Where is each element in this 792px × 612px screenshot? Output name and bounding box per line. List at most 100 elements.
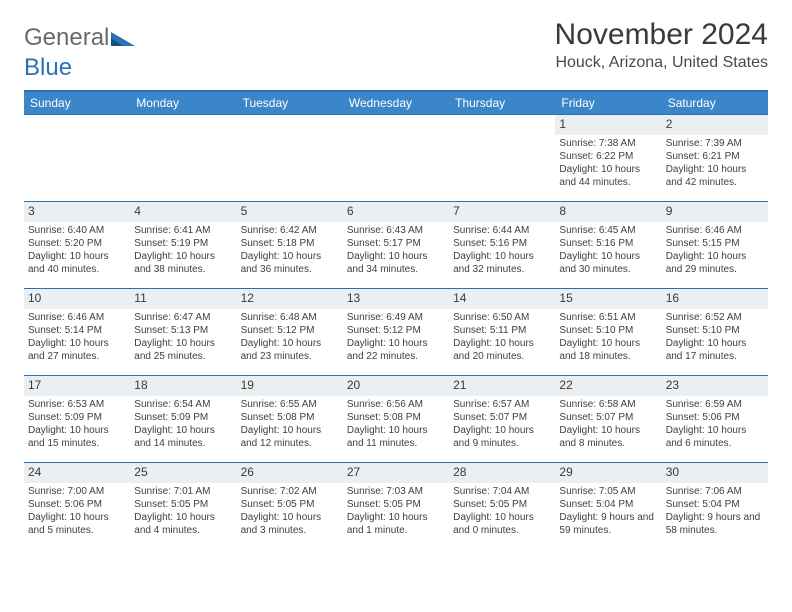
sunset-line: Sunset: 5:08 PM <box>241 411 339 424</box>
day-cell: 8Sunrise: 6:45 AMSunset: 5:16 PMDaylight… <box>555 202 661 288</box>
brand-name-a: General <box>24 24 109 52</box>
day-cell: 4Sunrise: 6:41 AMSunset: 5:19 PMDaylight… <box>130 202 236 288</box>
sunrise-line: Sunrise: 6:48 AM <box>241 311 339 324</box>
sunset-line: Sunset: 5:17 PM <box>347 237 445 250</box>
daylight-line: Daylight: 10 hours and 42 minutes. <box>666 163 764 189</box>
day-number <box>24 115 130 119</box>
sunrise-line: Sunrise: 6:56 AM <box>347 398 445 411</box>
dow-cell: Wednesday <box>343 92 449 114</box>
day-number: 2 <box>662 115 768 135</box>
sunrise-line: Sunrise: 6:45 AM <box>559 224 657 237</box>
daylight-line: Daylight: 10 hours and 8 minutes. <box>559 424 657 450</box>
daylight-line: Daylight: 10 hours and 34 minutes. <box>347 250 445 276</box>
sunrise-line: Sunrise: 7:00 AM <box>28 485 126 498</box>
day-number: 6 <box>343 202 449 222</box>
daylight-line: Daylight: 10 hours and 9 minutes. <box>453 424 551 450</box>
daylight-line: Daylight: 10 hours and 11 minutes. <box>347 424 445 450</box>
daylight-line: Daylight: 10 hours and 3 minutes. <box>241 511 339 537</box>
sunset-line: Sunset: 5:05 PM <box>134 498 232 511</box>
day-number: 28 <box>449 463 555 483</box>
calendar-grid: SundayMondayTuesdayWednesdayThursdayFrid… <box>24 90 768 549</box>
daylight-line: Daylight: 10 hours and 20 minutes. <box>453 337 551 363</box>
daylight-line: Daylight: 10 hours and 40 minutes. <box>28 250 126 276</box>
day-cell: 2Sunrise: 7:39 AMSunset: 6:21 PMDaylight… <box>662 115 768 201</box>
sunset-line: Sunset: 5:19 PM <box>134 237 232 250</box>
day-number: 20 <box>343 376 449 396</box>
brand-logo: General <box>24 24 139 52</box>
sunrise-line: Sunrise: 7:06 AM <box>666 485 764 498</box>
sunset-line: Sunset: 5:08 PM <box>347 411 445 424</box>
day-cell: 12Sunrise: 6:48 AMSunset: 5:12 PMDayligh… <box>237 289 343 375</box>
daylight-line: Daylight: 10 hours and 38 minutes. <box>134 250 232 276</box>
sunrise-line: Sunrise: 7:04 AM <box>453 485 551 498</box>
day-cell: 24Sunrise: 7:00 AMSunset: 5:06 PMDayligh… <box>24 463 130 549</box>
daylight-line: Daylight: 10 hours and 22 minutes. <box>347 337 445 363</box>
day-cell: 9Sunrise: 6:46 AMSunset: 5:15 PMDaylight… <box>662 202 768 288</box>
sunset-line: Sunset: 5:07 PM <box>559 411 657 424</box>
sunrise-line: Sunrise: 6:46 AM <box>666 224 764 237</box>
sunrise-line: Sunrise: 6:44 AM <box>453 224 551 237</box>
daylight-line: Daylight: 10 hours and 12 minutes. <box>241 424 339 450</box>
sunset-line: Sunset: 5:13 PM <box>134 324 232 337</box>
day-cell: 15Sunrise: 6:51 AMSunset: 5:10 PMDayligh… <box>555 289 661 375</box>
day-cell: 11Sunrise: 6:47 AMSunset: 5:13 PMDayligh… <box>130 289 236 375</box>
day-number: 14 <box>449 289 555 309</box>
sunrise-line: Sunrise: 6:42 AM <box>241 224 339 237</box>
daylight-line: Daylight: 10 hours and 27 minutes. <box>28 337 126 363</box>
sunrise-line: Sunrise: 6:50 AM <box>453 311 551 324</box>
sunset-line: Sunset: 5:12 PM <box>347 324 445 337</box>
location-label: Houck, Arizona, United States <box>555 54 768 72</box>
sunset-line: Sunset: 5:05 PM <box>241 498 339 511</box>
title-block: November 2024 Houck, Arizona, United Sta… <box>555 18 768 72</box>
day-number: 18 <box>130 376 236 396</box>
dow-cell: Friday <box>555 92 661 114</box>
sunrise-line: Sunrise: 7:05 AM <box>559 485 657 498</box>
sunset-line: Sunset: 5:04 PM <box>559 498 657 511</box>
week-row: 3Sunrise: 6:40 AMSunset: 5:20 PMDaylight… <box>24 201 768 288</box>
daylight-line: Daylight: 10 hours and 32 minutes. <box>453 250 551 276</box>
sunrise-line: Sunrise: 7:02 AM <box>241 485 339 498</box>
sunset-line: Sunset: 5:05 PM <box>453 498 551 511</box>
day-cell: 27Sunrise: 7:03 AMSunset: 5:05 PMDayligh… <box>343 463 449 549</box>
day-number: 3 <box>24 202 130 222</box>
day-cell: 13Sunrise: 6:49 AMSunset: 5:12 PMDayligh… <box>343 289 449 375</box>
sunrise-line: Sunrise: 6:49 AM <box>347 311 445 324</box>
day-number <box>130 115 236 119</box>
sunset-line: Sunset: 5:04 PM <box>666 498 764 511</box>
sunrise-line: Sunrise: 6:58 AM <box>559 398 657 411</box>
sunset-line: Sunset: 5:10 PM <box>666 324 764 337</box>
day-number <box>449 115 555 119</box>
sunrise-line: Sunrise: 6:57 AM <box>453 398 551 411</box>
daylight-line: Daylight: 10 hours and 23 minutes. <box>241 337 339 363</box>
day-cell: 5Sunrise: 6:42 AMSunset: 5:18 PMDaylight… <box>237 202 343 288</box>
day-number: 23 <box>662 376 768 396</box>
day-cell: 20 Sunrise: 6:56 AMSunset: 5:08 PMDayligh… <box>343 376 449 462</box>
day-cell: 30Sunrise: 7:06 AMSunset: 5:04 PMDayligh… <box>662 463 768 549</box>
daylight-line: Daylight: 10 hours and 4 minutes. <box>134 511 232 537</box>
daylight-line: Daylight: 10 hours and 5 minutes. <box>28 511 126 537</box>
day-number: 30 <box>662 463 768 483</box>
day-number: 8 <box>555 202 661 222</box>
day-cell <box>237 115 343 201</box>
sunset-line: Sunset: 5:09 PM <box>28 411 126 424</box>
sunrise-line: Sunrise: 6:40 AM <box>28 224 126 237</box>
daylight-line: Daylight: 10 hours and 14 minutes. <box>134 424 232 450</box>
sunset-line: Sunset: 6:22 PM <box>559 150 657 163</box>
sunrise-line: Sunrise: 6:43 AM <box>347 224 445 237</box>
daylight-line: Daylight: 10 hours and 36 minutes. <box>241 250 339 276</box>
day-number: 25 <box>130 463 236 483</box>
daylight-line: Daylight: 10 hours and 25 minutes. <box>134 337 232 363</box>
daylight-line: Daylight: 9 hours and 59 minutes. <box>559 511 657 537</box>
day-number: 16 <box>662 289 768 309</box>
day-number: 22 <box>555 376 661 396</box>
sunrise-line: Sunrise: 7:38 AM <box>559 137 657 150</box>
day-cell: 29Sunrise: 7:05 AMSunset: 5:04 PMDayligh… <box>555 463 661 549</box>
sunset-line: Sunset: 5:12 PM <box>241 324 339 337</box>
sunset-line: Sunset: 5:14 PM <box>28 324 126 337</box>
sunrise-line: Sunrise: 7:39 AM <box>666 137 764 150</box>
day-number: 19 <box>237 376 343 396</box>
sunset-line: Sunset: 5:06 PM <box>666 411 764 424</box>
sunrise-line: Sunrise: 7:03 AM <box>347 485 445 498</box>
sunset-line: Sunset: 5:20 PM <box>28 237 126 250</box>
sunrise-line: Sunrise: 6:53 AM <box>28 398 126 411</box>
